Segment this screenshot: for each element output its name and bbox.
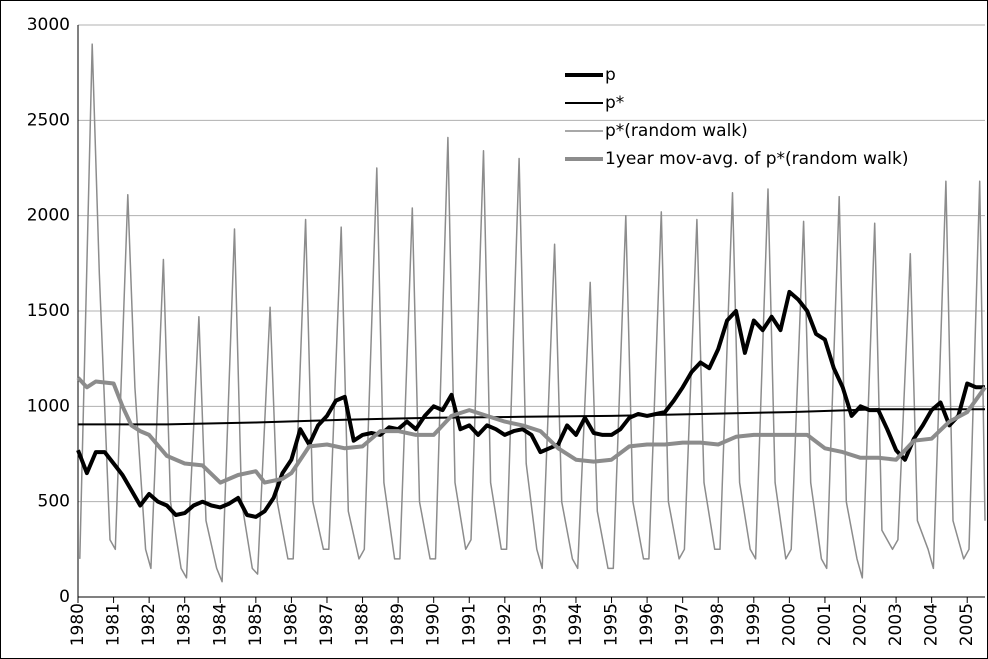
x-tick-label: 1993 (530, 603, 550, 646)
x-tick-label: 1995 (602, 603, 622, 646)
series-line (76, 289, 985, 519)
x-tick-label: 2005 (957, 603, 977, 646)
y-tick-label: 0 (59, 587, 70, 607)
x-tick-label: 2002 (851, 603, 871, 646)
y-tick-label: 500 (38, 492, 70, 512)
series-line (78, 408, 985, 426)
x-tick-label: 2004 (922, 603, 942, 646)
x-tick-label: 1994 (566, 603, 586, 646)
x-tick-label: 1980 (68, 603, 88, 646)
legend-label: p (605, 65, 616, 85)
y-tick-label: 3000 (27, 15, 70, 35)
series-line (79, 43, 986, 583)
legend-label: p*(random walk) (605, 121, 748, 141)
x-tick-label: 1986 (281, 603, 301, 646)
x-tick-label: 1997 (673, 603, 693, 646)
legend-label: 1year mov-avg. of p*(random walk) (605, 149, 909, 169)
x-tick-label: 1999 (744, 603, 764, 646)
x-tick-label: 1981 (104, 603, 124, 646)
x-tick-label: 1987 (317, 603, 337, 646)
x-tick-label: 2001 (815, 603, 835, 646)
x-tick-label: 1983 (175, 603, 195, 646)
y-tick-label: 2500 (27, 110, 70, 130)
x-tick-label: 2003 (886, 603, 906, 646)
x-tick-label: 1990 (424, 603, 444, 646)
x-tick-label: 1988 (353, 603, 373, 646)
y-tick-label: 2000 (27, 206, 70, 226)
x-tick-label: 1991 (459, 603, 479, 646)
x-tick-label: 1989 (388, 603, 408, 646)
x-tick-label: 1982 (139, 603, 159, 646)
x-tick-label: 2000 (779, 603, 799, 646)
x-tick-label: 1998 (708, 603, 728, 646)
y-tick-label: 1000 (27, 396, 70, 416)
x-tick-label: 1996 (637, 603, 657, 646)
x-tick-label: 1992 (495, 603, 515, 646)
legend-label: p* (605, 93, 624, 113)
x-tick-label: 1984 (210, 603, 230, 646)
x-tick-label: 1985 (246, 603, 266, 646)
y-tick-label: 1500 (27, 301, 70, 321)
series-line (76, 376, 987, 485)
